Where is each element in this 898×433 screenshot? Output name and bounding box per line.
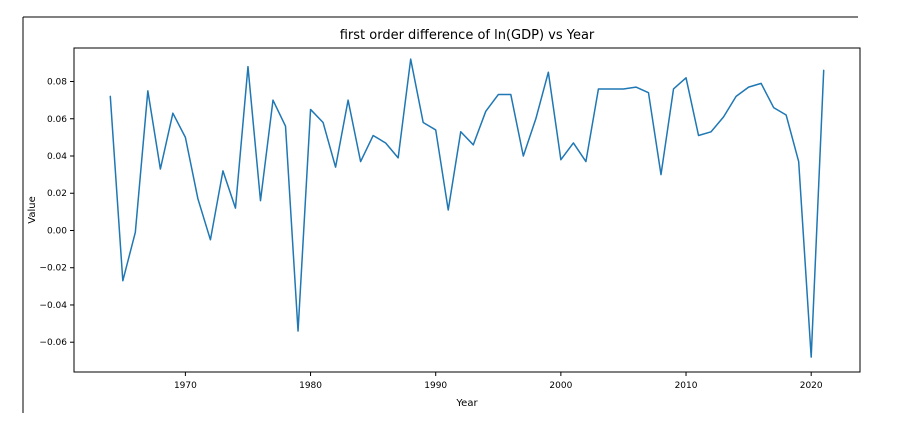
y-tick-label: 0.04 bbox=[47, 152, 67, 162]
data-point bbox=[546, 70, 551, 75]
data-point bbox=[496, 92, 501, 97]
data-point bbox=[759, 81, 764, 86]
y-tick-label: 0.08 bbox=[47, 78, 67, 88]
data-point bbox=[621, 86, 626, 91]
y-tick-label: −0.06 bbox=[39, 338, 67, 348]
data-point bbox=[371, 133, 376, 138]
data-point bbox=[145, 88, 150, 93]
data-point bbox=[571, 140, 576, 145]
data-point bbox=[671, 86, 676, 91]
data-point bbox=[446, 208, 451, 213]
data-point bbox=[796, 159, 801, 164]
y-axis-ticks: −0.06 −0.04 −0.02 0.00 0.02 0.04 0.06 0.08 bbox=[39, 78, 74, 348]
data-point bbox=[483, 109, 488, 114]
x-tick-label: 1970 bbox=[174, 381, 197, 391]
data-point bbox=[421, 120, 426, 125]
data-point bbox=[220, 168, 225, 173]
series-group bbox=[108, 57, 826, 360]
x-tick-label: 2010 bbox=[675, 381, 698, 391]
data-point bbox=[608, 86, 613, 91]
data-point bbox=[734, 94, 739, 99]
y-tick-label: 0.00 bbox=[47, 226, 67, 236]
data-point bbox=[183, 135, 188, 140]
data-point bbox=[170, 111, 175, 116]
data-point bbox=[158, 167, 163, 172]
data-point bbox=[508, 92, 513, 97]
data-point bbox=[283, 124, 288, 129]
data-point bbox=[133, 230, 138, 235]
data-point bbox=[396, 155, 401, 160]
x-tick-label: 1990 bbox=[424, 381, 447, 391]
data-point bbox=[458, 129, 463, 134]
data-point bbox=[308, 107, 313, 112]
x-axis-label: Year bbox=[455, 398, 478, 409]
y-tick-label: 0.02 bbox=[47, 189, 67, 199]
data-point bbox=[433, 127, 438, 132]
data-point bbox=[245, 64, 250, 69]
data-point bbox=[684, 75, 689, 80]
data-point bbox=[533, 116, 538, 121]
data-point bbox=[521, 154, 526, 159]
data-point bbox=[208, 237, 213, 242]
data-point bbox=[271, 98, 276, 103]
data-point bbox=[346, 98, 351, 103]
data-point bbox=[596, 86, 601, 91]
data-point bbox=[583, 159, 588, 164]
data-point bbox=[646, 90, 651, 95]
x-tick-label: 2000 bbox=[549, 381, 572, 391]
data-point bbox=[195, 196, 200, 201]
data-point bbox=[633, 85, 638, 90]
data-point bbox=[784, 113, 789, 118]
series-line bbox=[109, 58, 825, 358]
data-point bbox=[721, 114, 726, 119]
plot-area: 1970 1980 1990 2000 2010 2020 −0.06 −0.04 −0.02… bbox=[39, 47, 861, 391]
data-point bbox=[233, 206, 238, 211]
data-point bbox=[108, 94, 113, 99]
data-point bbox=[408, 57, 413, 62]
axes-frame bbox=[73, 47, 861, 373]
x-axis-ticks: 1970 1980 1990 2000 2010 2020 bbox=[174, 372, 823, 391]
data-point bbox=[746, 85, 751, 90]
data-point bbox=[258, 198, 263, 203]
data-point bbox=[809, 355, 814, 360]
data-point bbox=[821, 68, 826, 73]
data-point bbox=[558, 157, 563, 162]
data-point bbox=[471, 142, 476, 147]
x-tick-label: 1980 bbox=[299, 381, 322, 391]
data-point bbox=[383, 140, 388, 145]
y-axis-label: Value bbox=[27, 196, 38, 223]
data-point bbox=[709, 129, 714, 134]
data-point bbox=[296, 329, 301, 334]
x-tick-label: 2020 bbox=[800, 381, 823, 391]
y-tick-label: 0.06 bbox=[47, 115, 67, 125]
data-point bbox=[321, 120, 326, 125]
data-point bbox=[358, 159, 363, 164]
y-tick-label: −0.02 bbox=[39, 264, 67, 274]
data-point bbox=[658, 172, 663, 177]
data-point bbox=[333, 165, 338, 170]
data-point bbox=[771, 105, 776, 110]
data-point bbox=[696, 133, 701, 138]
chart-title: first order difference of ln(GDP) vs Yea… bbox=[340, 28, 595, 43]
data-point bbox=[120, 278, 125, 283]
y-tick-label: −0.04 bbox=[39, 301, 67, 311]
